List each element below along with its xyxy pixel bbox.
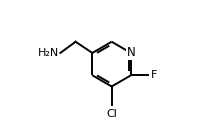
Text: Cl: Cl bbox=[106, 109, 117, 119]
Text: F: F bbox=[151, 70, 158, 80]
Text: H₂N: H₂N bbox=[38, 48, 59, 58]
Text: N: N bbox=[127, 46, 135, 59]
